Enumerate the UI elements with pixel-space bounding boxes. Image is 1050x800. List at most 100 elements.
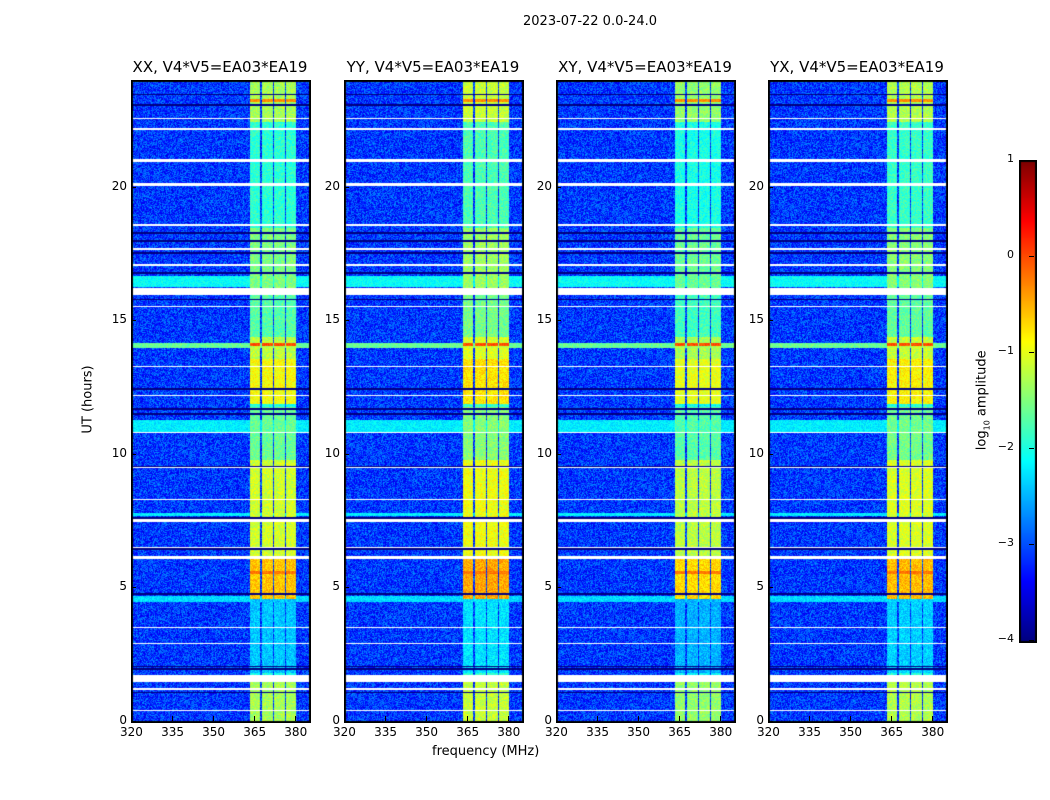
y-tick-label: 5 <box>756 579 764 594</box>
colorbar-tick-mark <box>1029 160 1034 161</box>
x-tick-label: 335 <box>798 725 821 739</box>
x-tick-label: 320 <box>333 725 356 739</box>
y-tick-label: 15 <box>748 312 764 327</box>
y-tick-label: 15 <box>536 312 552 327</box>
x-tick-label: 350 <box>627 725 651 739</box>
y-tick-label: 0 <box>119 713 127 727</box>
colorbar-tick-label: −1 <box>997 344 1014 357</box>
x-tick-mark <box>295 716 297 721</box>
y-tick-mark <box>556 186 561 188</box>
y-tick-mark <box>768 721 773 722</box>
y-tick-label: 20 <box>748 178 764 193</box>
x-tick-label: 380 <box>497 725 521 739</box>
x-tick-label: 335 <box>161 725 184 739</box>
y-tick-mark <box>131 587 136 589</box>
x-tick-mark <box>344 716 345 721</box>
y-tick-label: 10 <box>324 445 340 460</box>
y-tick-mark <box>344 587 349 589</box>
colorbar <box>1019 160 1037 643</box>
colorbar-tick-mark <box>1029 352 1034 353</box>
y-tick-mark <box>768 186 773 188</box>
x-tick-mark <box>254 716 256 721</box>
heatmap-panel-xx <box>131 80 311 723</box>
colorbar-tick-mark <box>1029 544 1034 545</box>
y-tick-mark <box>556 587 561 589</box>
y-tick-label: 5 <box>119 579 127 594</box>
x-tick-label: 350 <box>415 725 439 739</box>
x-tick-mark <box>891 716 893 721</box>
y-tick-mark <box>344 186 349 188</box>
y-tick-mark <box>556 721 561 722</box>
y-tick-label: 20 <box>111 178 127 193</box>
y-tick-mark <box>131 320 136 322</box>
y-axis-label: UT (hours) <box>80 365 96 434</box>
x-axis-label: frequency (MHz) <box>432 744 540 759</box>
x-tick-mark <box>597 716 599 721</box>
x-tick-label: 365 <box>243 725 267 739</box>
x-tick-mark <box>638 716 640 721</box>
y-tick-mark <box>131 186 136 188</box>
x-tick-label: 380 <box>284 725 308 739</box>
x-tick-label: 365 <box>668 725 692 739</box>
panel-title: YX, V4*V5=EA03*EA19 <box>770 58 944 76</box>
y-tick-label: 5 <box>332 579 340 594</box>
x-tick-label: 320 <box>120 725 143 739</box>
x-tick-label: 350 <box>202 725 226 739</box>
y-tick-label: 15 <box>111 312 127 327</box>
x-tick-mark <box>556 716 557 721</box>
x-tick-mark <box>809 716 811 721</box>
heatmap-panel-yx <box>768 80 948 723</box>
x-tick-label: 380 <box>709 725 733 739</box>
colorbar-tick-label: −4 <box>997 632 1014 645</box>
y-tick-mark <box>344 721 349 722</box>
x-tick-label: 365 <box>880 725 904 739</box>
x-tick-mark <box>850 716 852 721</box>
y-tick-label: 20 <box>536 178 552 193</box>
x-tick-label: 335 <box>586 725 609 739</box>
x-tick-mark <box>131 716 132 721</box>
colorbar-tick-label: −3 <box>997 536 1014 549</box>
y-tick-label: 15 <box>324 312 340 327</box>
y-tick-mark <box>768 320 773 322</box>
x-tick-mark <box>679 716 681 721</box>
y-tick-label: 10 <box>111 445 127 460</box>
x-tick-mark <box>426 716 428 721</box>
y-tick-mark <box>768 453 773 455</box>
heatmap-panel-yy <box>344 80 524 723</box>
x-tick-mark <box>932 716 934 721</box>
y-tick-mark <box>344 453 349 455</box>
x-tick-label: 335 <box>374 725 397 739</box>
x-tick-mark <box>172 716 174 721</box>
y-tick-label: 0 <box>544 713 552 727</box>
x-tick-mark <box>467 716 469 721</box>
x-tick-label: 320 <box>757 725 780 739</box>
panel-title: YY, V4*V5=EA03*EA19 <box>346 58 520 76</box>
y-tick-mark <box>344 320 349 322</box>
colorbar-tick-label: −2 <box>997 440 1014 453</box>
heatmap-panel-xy <box>556 80 736 723</box>
y-tick-mark <box>131 721 136 722</box>
x-tick-mark <box>508 716 510 721</box>
x-tick-mark <box>768 716 769 721</box>
y-tick-label: 0 <box>756 713 764 727</box>
x-tick-mark <box>720 716 722 721</box>
y-tick-mark <box>556 453 561 455</box>
colorbar-tick-mark <box>1029 256 1034 257</box>
y-tick-mark <box>556 320 561 322</box>
x-tick-label: 320 <box>545 725 568 739</box>
colorbar-tick-mark <box>1029 448 1034 449</box>
y-tick-label: 5 <box>544 579 552 594</box>
panel-title: XY, V4*V5=EA03*EA19 <box>558 58 732 76</box>
colorbar-tick-mark <box>1029 640 1034 641</box>
y-tick-label: 10 <box>536 445 552 460</box>
colorbar-tick-label: 1 <box>1007 152 1014 165</box>
x-tick-mark <box>213 716 215 721</box>
y-tick-label: 10 <box>748 445 764 460</box>
x-tick-mark <box>385 716 387 721</box>
x-tick-label: 380 <box>921 725 945 739</box>
y-tick-mark <box>131 453 136 455</box>
y-tick-label: 0 <box>332 713 340 727</box>
panel-title: XX, V4*V5=EA03*EA19 <box>132 58 308 76</box>
x-tick-label: 365 <box>456 725 480 739</box>
